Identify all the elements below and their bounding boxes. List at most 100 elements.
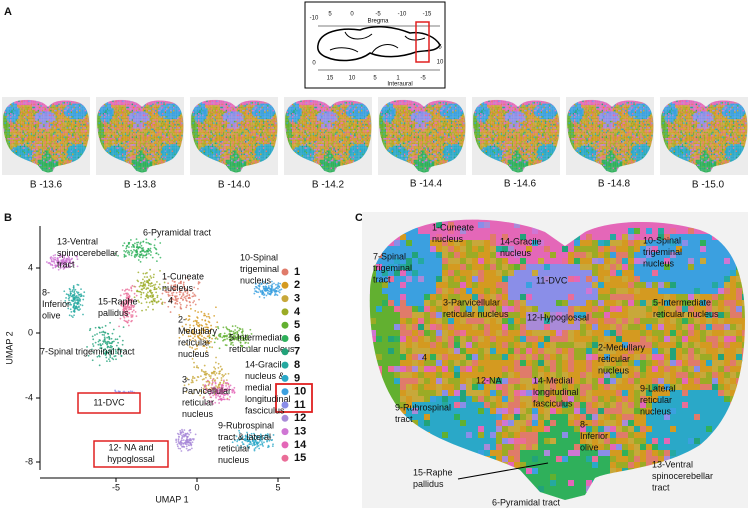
umap-point (75, 296, 78, 299)
umap-point (112, 340, 115, 343)
umap-point (238, 329, 240, 332)
umap-point (279, 282, 282, 285)
umap-point (191, 392, 194, 395)
umap-point (147, 291, 149, 294)
umap-point (189, 326, 191, 329)
umap-point (70, 315, 73, 317)
umap-point (99, 339, 101, 342)
umap-point (161, 303, 164, 305)
umap-point (154, 238, 157, 241)
umap-point (180, 295, 183, 298)
umap-point (191, 379, 193, 381)
umap-point (253, 434, 256, 437)
umap-point (145, 250, 148, 253)
umap-point (203, 378, 205, 380)
umap-point (136, 241, 138, 244)
umap-point (176, 302, 179, 305)
umap-point (183, 384, 186, 387)
umap-point (63, 290, 66, 293)
umap-point (138, 301, 140, 303)
umap-point (131, 251, 134, 253)
umap-point (155, 287, 158, 290)
umap-point (130, 314, 133, 316)
umap-point (246, 334, 249, 337)
umap-point (141, 278, 144, 281)
umap-point (179, 306, 182, 308)
umap-point (104, 352, 106, 355)
umap-point (217, 327, 220, 330)
umap-point (118, 335, 121, 338)
umap-point (69, 302, 72, 304)
umap-point (197, 282, 200, 285)
umap-point (213, 366, 216, 369)
umap-point (128, 300, 131, 303)
umap-point (266, 289, 269, 291)
umap-point (157, 300, 160, 303)
umap-point (121, 343, 124, 346)
umap-point (106, 343, 108, 346)
umap-point (234, 329, 236, 331)
umap-point (222, 339, 224, 342)
umap-point (201, 370, 203, 372)
umap-point (215, 395, 217, 397)
umap-point (197, 366, 200, 369)
umap-point (170, 286, 173, 289)
umap-point (76, 258, 79, 261)
umap-point (191, 357, 194, 360)
umap-point (189, 297, 191, 299)
umap-point (73, 294, 76, 296)
umap-point (45, 261, 48, 263)
umap-point (189, 307, 192, 310)
umap-point (194, 333, 197, 336)
umap-point (190, 447, 193, 450)
umap-point (277, 284, 280, 287)
umap-point (252, 437, 255, 440)
umap-point (108, 358, 110, 360)
umap-point (226, 398, 229, 401)
umap-point (192, 320, 195, 323)
umap-point (134, 311, 137, 313)
umap-point (181, 334, 184, 336)
umap-point (184, 287, 187, 290)
umap-point (69, 308, 72, 311)
umap-point (108, 349, 111, 352)
umap-point (139, 260, 142, 263)
umap-point (238, 429, 240, 432)
umap-point (148, 301, 151, 304)
umap-point (209, 377, 212, 379)
umap-point (214, 373, 217, 376)
umap-point (136, 246, 138, 249)
umap-point (175, 298, 178, 301)
umap-point (156, 296, 159, 299)
umap-point (53, 262, 56, 264)
umap-point (268, 439, 271, 442)
umap-point (221, 393, 224, 396)
umap-point (160, 298, 162, 301)
umap-point (193, 300, 196, 302)
umap-point (180, 443, 183, 446)
umap-point (163, 287, 166, 289)
umap-point (137, 271, 140, 274)
umap-point (204, 326, 207, 329)
umap-point (177, 440, 180, 443)
umap-point (175, 441, 178, 444)
umap-point (73, 314, 75, 317)
umap-point (138, 285, 141, 288)
umap-point (238, 339, 240, 342)
umap-point (177, 442, 180, 444)
umap-point (243, 339, 246, 342)
umap-point (113, 355, 116, 358)
umap-point (189, 324, 191, 327)
umap-point (244, 437, 247, 439)
umap-point (187, 383, 190, 386)
umap-point (188, 329, 190, 331)
umap-point (192, 332, 194, 335)
panel-label: B (4, 212, 12, 224)
umap-point (169, 311, 172, 313)
umap-point (185, 391, 188, 393)
umap-point (203, 345, 206, 348)
umap-point (241, 441, 244, 444)
umap-point (181, 428, 183, 431)
umap-point (182, 431, 185, 434)
umap-point (181, 439, 183, 442)
